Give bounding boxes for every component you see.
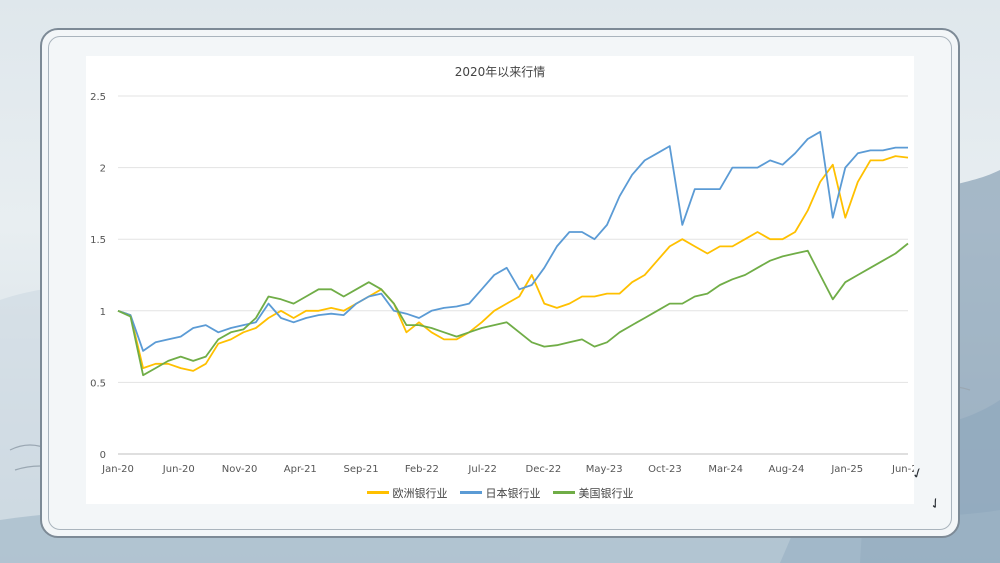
- x-tick-label: Oct-23: [648, 464, 682, 475]
- y-tick-label: 0.5: [90, 378, 106, 389]
- y-tick-label: 0: [100, 450, 106, 461]
- legend-label: 日本银行业: [485, 486, 541, 500]
- y-tick-label: 1: [100, 307, 106, 318]
- x-tick-label: Sep-21: [343, 464, 378, 475]
- chart-title: 2020年以来行情: [455, 65, 546, 79]
- y-tick-label: 1.5: [90, 235, 106, 246]
- series-line: [117, 155, 909, 372]
- legend-item: 日本银行业: [459, 485, 541, 501]
- chart-panel: 2020年以来行情 0 0.5 1 1.5 2 2.5 Jan-20 Jun-20 Nov-2…: [86, 56, 924, 504]
- x-tick-label: Jun-25: [891, 464, 914, 475]
- x-tick-label: Nov-20: [222, 464, 258, 475]
- series-line: [117, 130, 908, 352]
- x-tick-label: Mar-24: [708, 464, 743, 475]
- legend-item: 美国银行业: [552, 485, 634, 501]
- chart-legend: 欧洲银行业 日本银行业 美国银行业: [86, 484, 914, 501]
- x-tick-label: Jul-22: [467, 464, 496, 475]
- series-line: [117, 242, 909, 377]
- legend-swatch: [459, 491, 482, 494]
- legend-item: 欧洲银行业: [366, 485, 448, 501]
- legend-label: 美国银行业: [578, 486, 634, 500]
- x-tick-label: Jan-25: [830, 464, 863, 475]
- y-tick-label: 2.5: [90, 92, 106, 103]
- legend-swatch: [552, 491, 575, 494]
- legend-label: 欧洲银行业: [392, 486, 448, 500]
- x-tick-label: Dec-22: [526, 464, 562, 475]
- x-tick-label: Apr-21: [284, 464, 317, 475]
- legend-swatch: [366, 491, 389, 494]
- x-tick-label: Jan-20: [101, 464, 134, 475]
- x-tick-label: Feb-22: [405, 464, 439, 475]
- x-tick-label: Aug-24: [769, 464, 805, 475]
- y-tick-label: 2: [100, 164, 106, 175]
- x-tick-label: May-23: [586, 464, 623, 475]
- line-chart: 2020年以来行情 0 0.5 1 1.5 2 2.5 Jan-20 Jun-20 Nov-2…: [90, 65, 924, 475]
- x-tick-label: Jun-20: [162, 464, 195, 475]
